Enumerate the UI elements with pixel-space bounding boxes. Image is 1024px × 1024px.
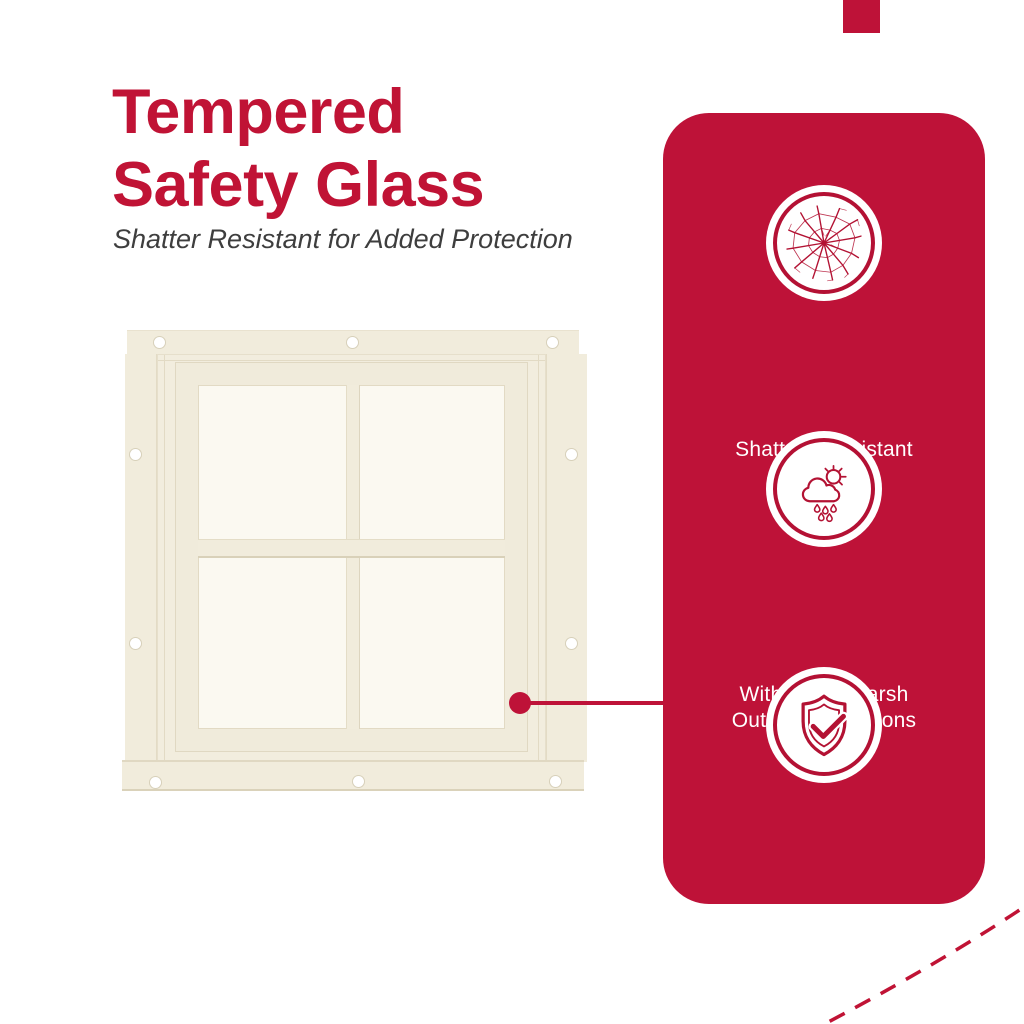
window-product-image	[115, 328, 588, 794]
feature-label-4x-stronger: 4x Stronger than Standard Glass	[744, 923, 904, 972]
callout-line	[520, 701, 665, 705]
frame-seam	[164, 355, 165, 761]
frame-seam	[538, 355, 539, 761]
frame-seam	[158, 360, 545, 361]
screw-hole	[154, 337, 165, 348]
horizontal-muntin	[198, 539, 505, 558]
page-title-line2: Safety Glass	[112, 150, 485, 220]
top-accent-bar	[843, 0, 880, 33]
screw-hole	[130, 638, 141, 649]
screw-hole	[130, 449, 141, 460]
screw-hole	[547, 337, 558, 348]
page-subtitle: Shatter Resistant for Added Protection	[113, 224, 573, 254]
window-sash	[176, 363, 527, 751]
rain-cloud-sun-icon	[766, 431, 882, 547]
window-left-flange	[125, 354, 157, 762]
screw-hole	[550, 776, 561, 787]
screw-hole	[150, 777, 161, 788]
page-title: Tempered Safety Glass	[112, 76, 485, 222]
screw-hole	[347, 337, 358, 348]
shattered-glass-icon	[766, 185, 882, 301]
shield-check-icon	[766, 667, 882, 783]
window-frame	[157, 354, 546, 762]
screw-hole	[353, 776, 364, 787]
window-bottom-flange	[122, 760, 584, 791]
window-right-flange	[546, 354, 587, 762]
screw-hole	[566, 449, 577, 460]
window-top-flange	[127, 330, 579, 356]
screw-hole	[566, 638, 577, 649]
page-title-line1: Tempered	[112, 77, 405, 147]
features-panel: Shatter - Resistant Withstands Harsh Out…	[663, 113, 985, 972]
